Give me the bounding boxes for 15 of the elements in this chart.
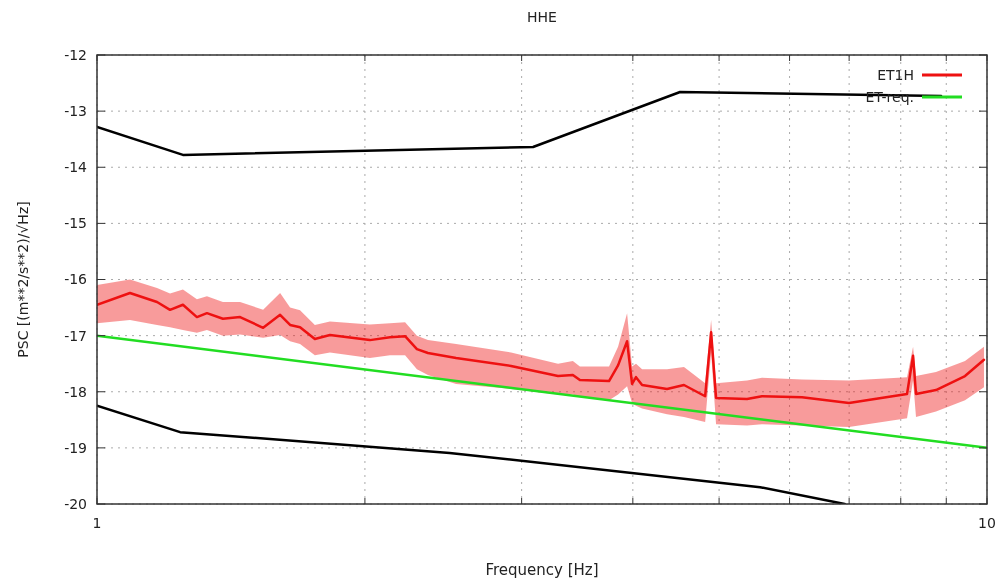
y-tick-label: -15 — [64, 215, 87, 232]
y-axis-title: PSC [(m**2/s**2)/√Hz] — [15, 201, 31, 358]
x-tick-label: 1 — [92, 515, 102, 531]
y-tick-label: -17 — [64, 327, 87, 344]
y-tick-label: -18 — [64, 383, 87, 400]
y-tick-label: -13 — [64, 103, 87, 120]
y-tick-label: -20 — [64, 495, 87, 512]
x-tick-label: 10 — [978, 515, 996, 531]
y-tick-label: -16 — [64, 271, 88, 288]
y-tick-label: -12 — [64, 46, 87, 63]
y-tick-label: -19 — [64, 439, 87, 456]
y-tick-label: -14 — [64, 159, 88, 176]
chart-title: HHE — [527, 9, 557, 25]
x-axis-title: Frequency [Hz] — [485, 561, 599, 579]
legend-label: ET1H — [877, 66, 914, 83]
